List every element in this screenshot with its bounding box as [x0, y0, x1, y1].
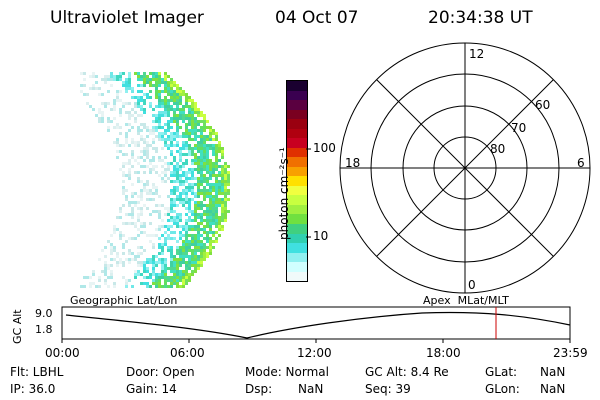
colorbar-segment — [287, 185, 307, 196]
status-glat-label: GLat: — [485, 365, 518, 379]
colorbar-segment — [287, 81, 307, 91]
colorbar-ticks — [306, 148, 311, 238]
colorbar-segment — [287, 109, 307, 120]
xtick-2359: 23:59 — [553, 346, 588, 360]
colorbar-segment — [287, 176, 307, 186]
timeline-ytop: 9.0 — [35, 307, 53, 320]
colorbar-segment — [287, 271, 307, 282]
colorbar-segment — [287, 204, 307, 215]
colorbar-axis-label: photon cm⁻²s⁻¹ — [277, 147, 291, 240]
lat-label-60: 60 — [535, 98, 551, 112]
mlt-label-6: 6 — [577, 156, 585, 170]
colorbar-segment — [287, 233, 307, 244]
colorbar-segment — [287, 157, 307, 167]
status-glon-label: GLon: — [485, 382, 520, 396]
mlt-label-12: 12 — [469, 47, 485, 61]
colorbar-segment — [287, 90, 307, 101]
timeline-ybottom: 1.8 — [35, 323, 53, 336]
colorbar-tick-100: 100 — [313, 141, 336, 155]
xtick-0000: 00:00 — [45, 346, 80, 360]
mlt-label-18: 18 — [345, 156, 361, 170]
mlt-label-0: 0 — [468, 278, 476, 292]
status-seq: Seq: 39 — [365, 382, 411, 396]
colorbar-segment — [287, 195, 307, 205]
xtick-0600: 06:00 — [170, 346, 205, 360]
timeline-ylabel: GC Alt — [11, 309, 24, 344]
status-dsp-value: NaN — [298, 382, 324, 396]
colorbar — [286, 80, 308, 282]
status-mode: Mode: Normal — [245, 365, 329, 379]
xtick-1800: 18:00 — [426, 346, 461, 360]
status-glon-value: NaN — [540, 382, 566, 396]
xtick-1200: 12:00 — [297, 346, 332, 360]
colorbar-segment — [287, 119, 307, 129]
status-gain: Gain: 14 — [126, 382, 177, 396]
apex-title: Apex MLat/MLT — [423, 294, 509, 307]
auroral-image — [80, 72, 230, 288]
time-label: 20:34:38 UT — [428, 8, 533, 28]
status-filter: Flt: LBHL — [10, 365, 64, 379]
colorbar-segment — [287, 100, 307, 110]
colorbar-segment — [287, 243, 307, 253]
geographic-title: Geographic Lat/Lon — [70, 294, 178, 307]
status-door: Door: Open — [126, 365, 195, 379]
colorbar-segment — [287, 128, 307, 139]
date-label: 04 Oct 07 — [275, 8, 359, 28]
polar-grid — [339, 42, 591, 294]
colorbar-segment — [287, 223, 307, 234]
timeline-plot — [61, 306, 571, 343]
status-gc-alt: GC Alt: 8.4 Re — [365, 365, 449, 379]
status-ip: IP: 36.0 — [10, 382, 56, 396]
lat-label-70: 70 — [511, 121, 527, 135]
status-dsp-label: Dsp: — [245, 382, 273, 396]
colorbar-segment — [287, 214, 307, 224]
colorbar-segment — [287, 138, 307, 148]
colorbar-segment — [287, 262, 307, 272]
lat-label-80: 80 — [490, 142, 506, 156]
instrument-title: Ultraviolet Imager — [50, 8, 204, 28]
colorbar-tick-10: 10 — [313, 229, 329, 243]
colorbar-segment — [287, 252, 307, 263]
colorbar-segment — [287, 166, 307, 177]
status-glat-value: NaN — [540, 365, 566, 379]
colorbar-segment — [287, 147, 307, 158]
